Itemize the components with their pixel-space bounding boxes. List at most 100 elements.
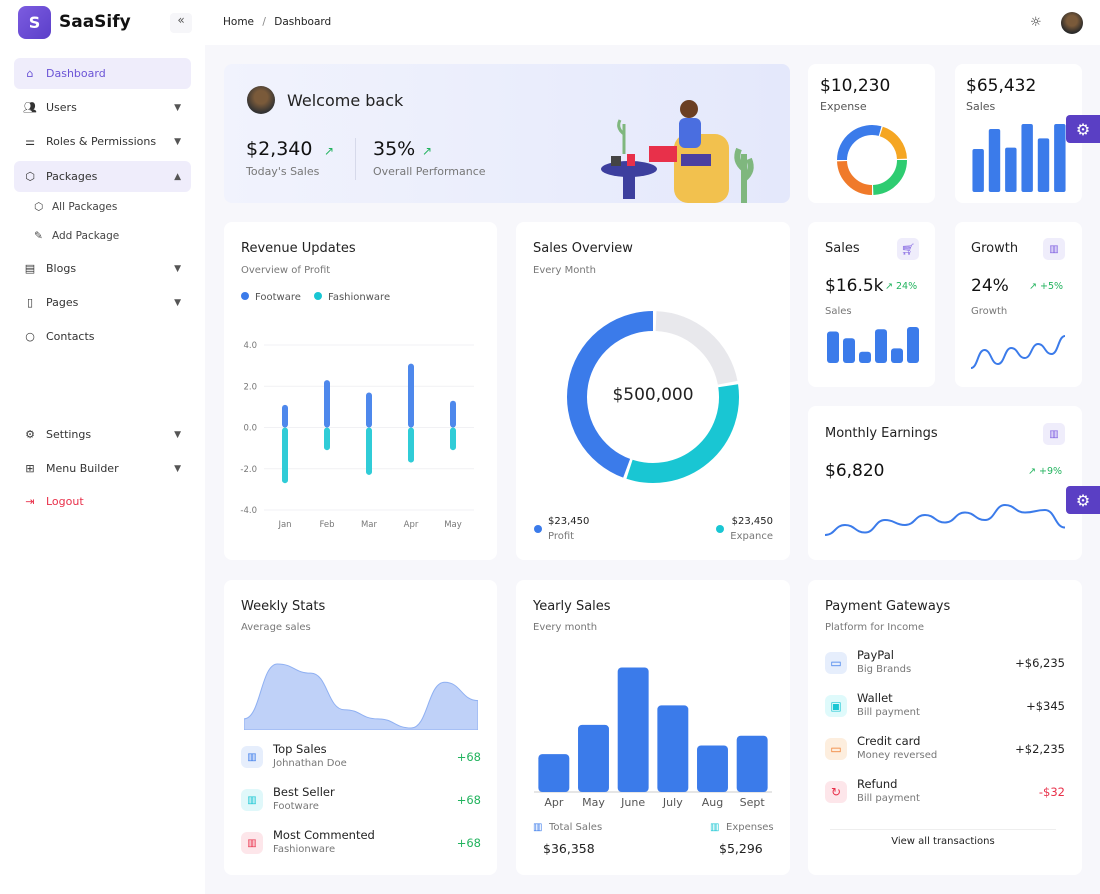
- welcome-title: Welcome back: [287, 91, 404, 110]
- card-subtitle: Platform for Income: [825, 622, 925, 633]
- y-tick-label: -2.0: [240, 465, 257, 475]
- sidebar-subitem-add-package[interactable]: ✎ Add Package: [34, 230, 119, 242]
- gateway-name: Wallet: [857, 691, 893, 705]
- breadcrumb-separator: /: [262, 16, 266, 28]
- bar: [450, 400, 456, 428]
- gateway-sub: Bill payment: [857, 707, 920, 718]
- bar: [1005, 147, 1017, 192]
- settings-gear-button[interactable]: ⚙: [1066, 115, 1100, 143]
- sidebar-item-label: Blogs: [46, 262, 77, 275]
- payment-row[interactable]: ▭ PayPal Big Brands +$6,235: [825, 648, 1065, 684]
- sliders-icon: ⚌: [25, 135, 35, 148]
- gateway-amount: +$345: [1026, 699, 1065, 713]
- stat-value: +68: [456, 793, 481, 807]
- bar: [408, 427, 414, 463]
- sidebar-item-label: Contacts: [46, 330, 95, 343]
- bar-chart-icon: ▥: [241, 746, 263, 768]
- change-value: +9%: [1038, 466, 1063, 477]
- message-square-icon: ▤: [24, 262, 36, 275]
- stat-sub: Fashionware: [273, 844, 336, 855]
- divider: [355, 138, 356, 180]
- performance-value: 35%: [373, 138, 416, 160]
- bar-chart-icon: ▥: [241, 832, 263, 854]
- monthly-earnings-line-chart: [825, 503, 1065, 536]
- yearly-bar-chart: Apr May June July Aug Sept: [534, 667, 772, 809]
- bar-chart-icon: ▥: [710, 822, 720, 833]
- bar: [1054, 124, 1066, 192]
- sidebar-item-settings[interactable]: ⚙ Settings ▼: [14, 419, 191, 450]
- sales-bar-chart: [972, 124, 1066, 192]
- bar: [282, 427, 288, 484]
- chevron-down-icon: ▼: [174, 429, 181, 440]
- sales-card: Sales 🛒︎ $16.5k ↗ 24% Sales: [808, 222, 935, 387]
- weekly-stat-row: ▥ Best Seller Footware +68: [241, 785, 481, 821]
- chat-icon: ○: [25, 330, 35, 343]
- payment-gateways-card: Payment Gateways Platform for Income ▭ P…: [808, 580, 1082, 875]
- profit-label: Profit: [548, 531, 575, 542]
- sidebar-item-dashboard[interactable]: ⌂ Dashboard: [14, 58, 191, 89]
- theme-toggle-sun-icon[interactable]: ☼: [1030, 15, 1042, 30]
- expense-donut-chart: [837, 125, 907, 195]
- sidebar-subitem-all-packages[interactable]: ⬡ All Packages: [34, 201, 117, 213]
- sidebar-item-packages[interactable]: ⬡ Packages ▲: [14, 161, 191, 192]
- expenses-label: Expenses: [726, 822, 774, 833]
- weekly-stats-card: Weekly Stats Average sales ▥ Top Sales J…: [224, 580, 497, 875]
- line-series: [971, 335, 1065, 369]
- donut-segment: [837, 125, 882, 161]
- x-tick-label: Mar: [361, 520, 378, 530]
- payment-row[interactable]: ▭ Credit card Money reversed +$2,235: [825, 734, 1065, 770]
- sidebar-item-contacts[interactable]: ○ Contacts: [14, 321, 191, 352]
- sidebar-subitem-label: Add Package: [52, 230, 120, 242]
- weekly-area-chart: [244, 663, 478, 730]
- sidebar-item-blogs[interactable]: ▤ Blogs ▼: [14, 253, 191, 284]
- legend-marker: [314, 292, 322, 300]
- bar: [843, 338, 855, 363]
- growth-card: Growth ▥ 24% ↗ +5% Growth: [955, 222, 1082, 387]
- bar-chart-icon: ▥: [1043, 423, 1065, 445]
- sidebar-item-pages[interactable]: ▯ Pages ▼: [14, 287, 191, 318]
- user-avatar[interactable]: [1061, 12, 1083, 34]
- x-tick-label: Sept: [740, 796, 766, 809]
- chevron-up-icon: ▲: [174, 171, 181, 182]
- sidebar-item-label: Settings: [46, 428, 92, 441]
- monthly-value: $6,820: [825, 461, 885, 481]
- brand-logo: S: [18, 6, 51, 39]
- monthly-earnings-card: Monthly Earnings ▥ $6,820 ↗ +9%: [808, 406, 1082, 560]
- file-icon: ▯: [26, 296, 34, 309]
- area-series: [244, 663, 478, 730]
- breadcrumb: Home / Dashboard: [223, 16, 331, 28]
- payment-row[interactable]: ↻ Refund Bill payment -$32: [825, 777, 1065, 813]
- sidebar-item-label: Packages: [46, 170, 98, 183]
- package-icon: ⬡: [34, 201, 44, 213]
- x-tick-label: Apr: [404, 520, 419, 530]
- chevron-down-icon: ▼: [174, 136, 181, 147]
- sidebar-item-users[interactable]: 👥︎ Users ▼: [14, 92, 191, 123]
- card-title: Sales Overview: [533, 241, 633, 256]
- collapse-sidebar-button[interactable]: «: [170, 13, 192, 33]
- bar: [697, 745, 728, 792]
- bar: [450, 427, 456, 451]
- donut-segment: [879, 126, 907, 160]
- donut-segment: [837, 160, 873, 195]
- breadcrumb-home[interactable]: Home: [223, 16, 255, 28]
- bar: [617, 667, 649, 792]
- brand-name: SaaSify: [59, 12, 131, 32]
- sidebar-item-roles-permissions[interactable]: ⚌ Roles & Permissions ▼: [14, 126, 191, 157]
- sidebar-item-label: Roles & Permissions: [46, 135, 157, 148]
- bar: [972, 149, 984, 192]
- stat-sub: Footware: [273, 801, 319, 812]
- stat-value: +68: [456, 836, 481, 850]
- sidebar-item-menu-builder[interactable]: ⊞ Menu Builder ▼: [14, 453, 191, 484]
- donut-segment: [872, 159, 907, 195]
- sidebar-item-logout[interactable]: ⇥ Logout: [14, 486, 191, 517]
- gateway-name: PayPal: [857, 648, 894, 662]
- sales-overview-donut: [567, 311, 739, 483]
- credit-card-icon: ▭: [825, 738, 847, 760]
- payment-row[interactable]: ▣ Wallet Bill payment +$345: [825, 691, 1065, 727]
- view-all-transactions-link[interactable]: View all transactions: [891, 836, 995, 847]
- settings-gear-button[interactable]: ⚙: [1066, 486, 1100, 514]
- credit-card-icon: ▭: [825, 652, 847, 674]
- growth-line-chart: [971, 335, 1065, 369]
- bar: [282, 404, 288, 428]
- gear-icon: ⚙: [1075, 490, 1091, 510]
